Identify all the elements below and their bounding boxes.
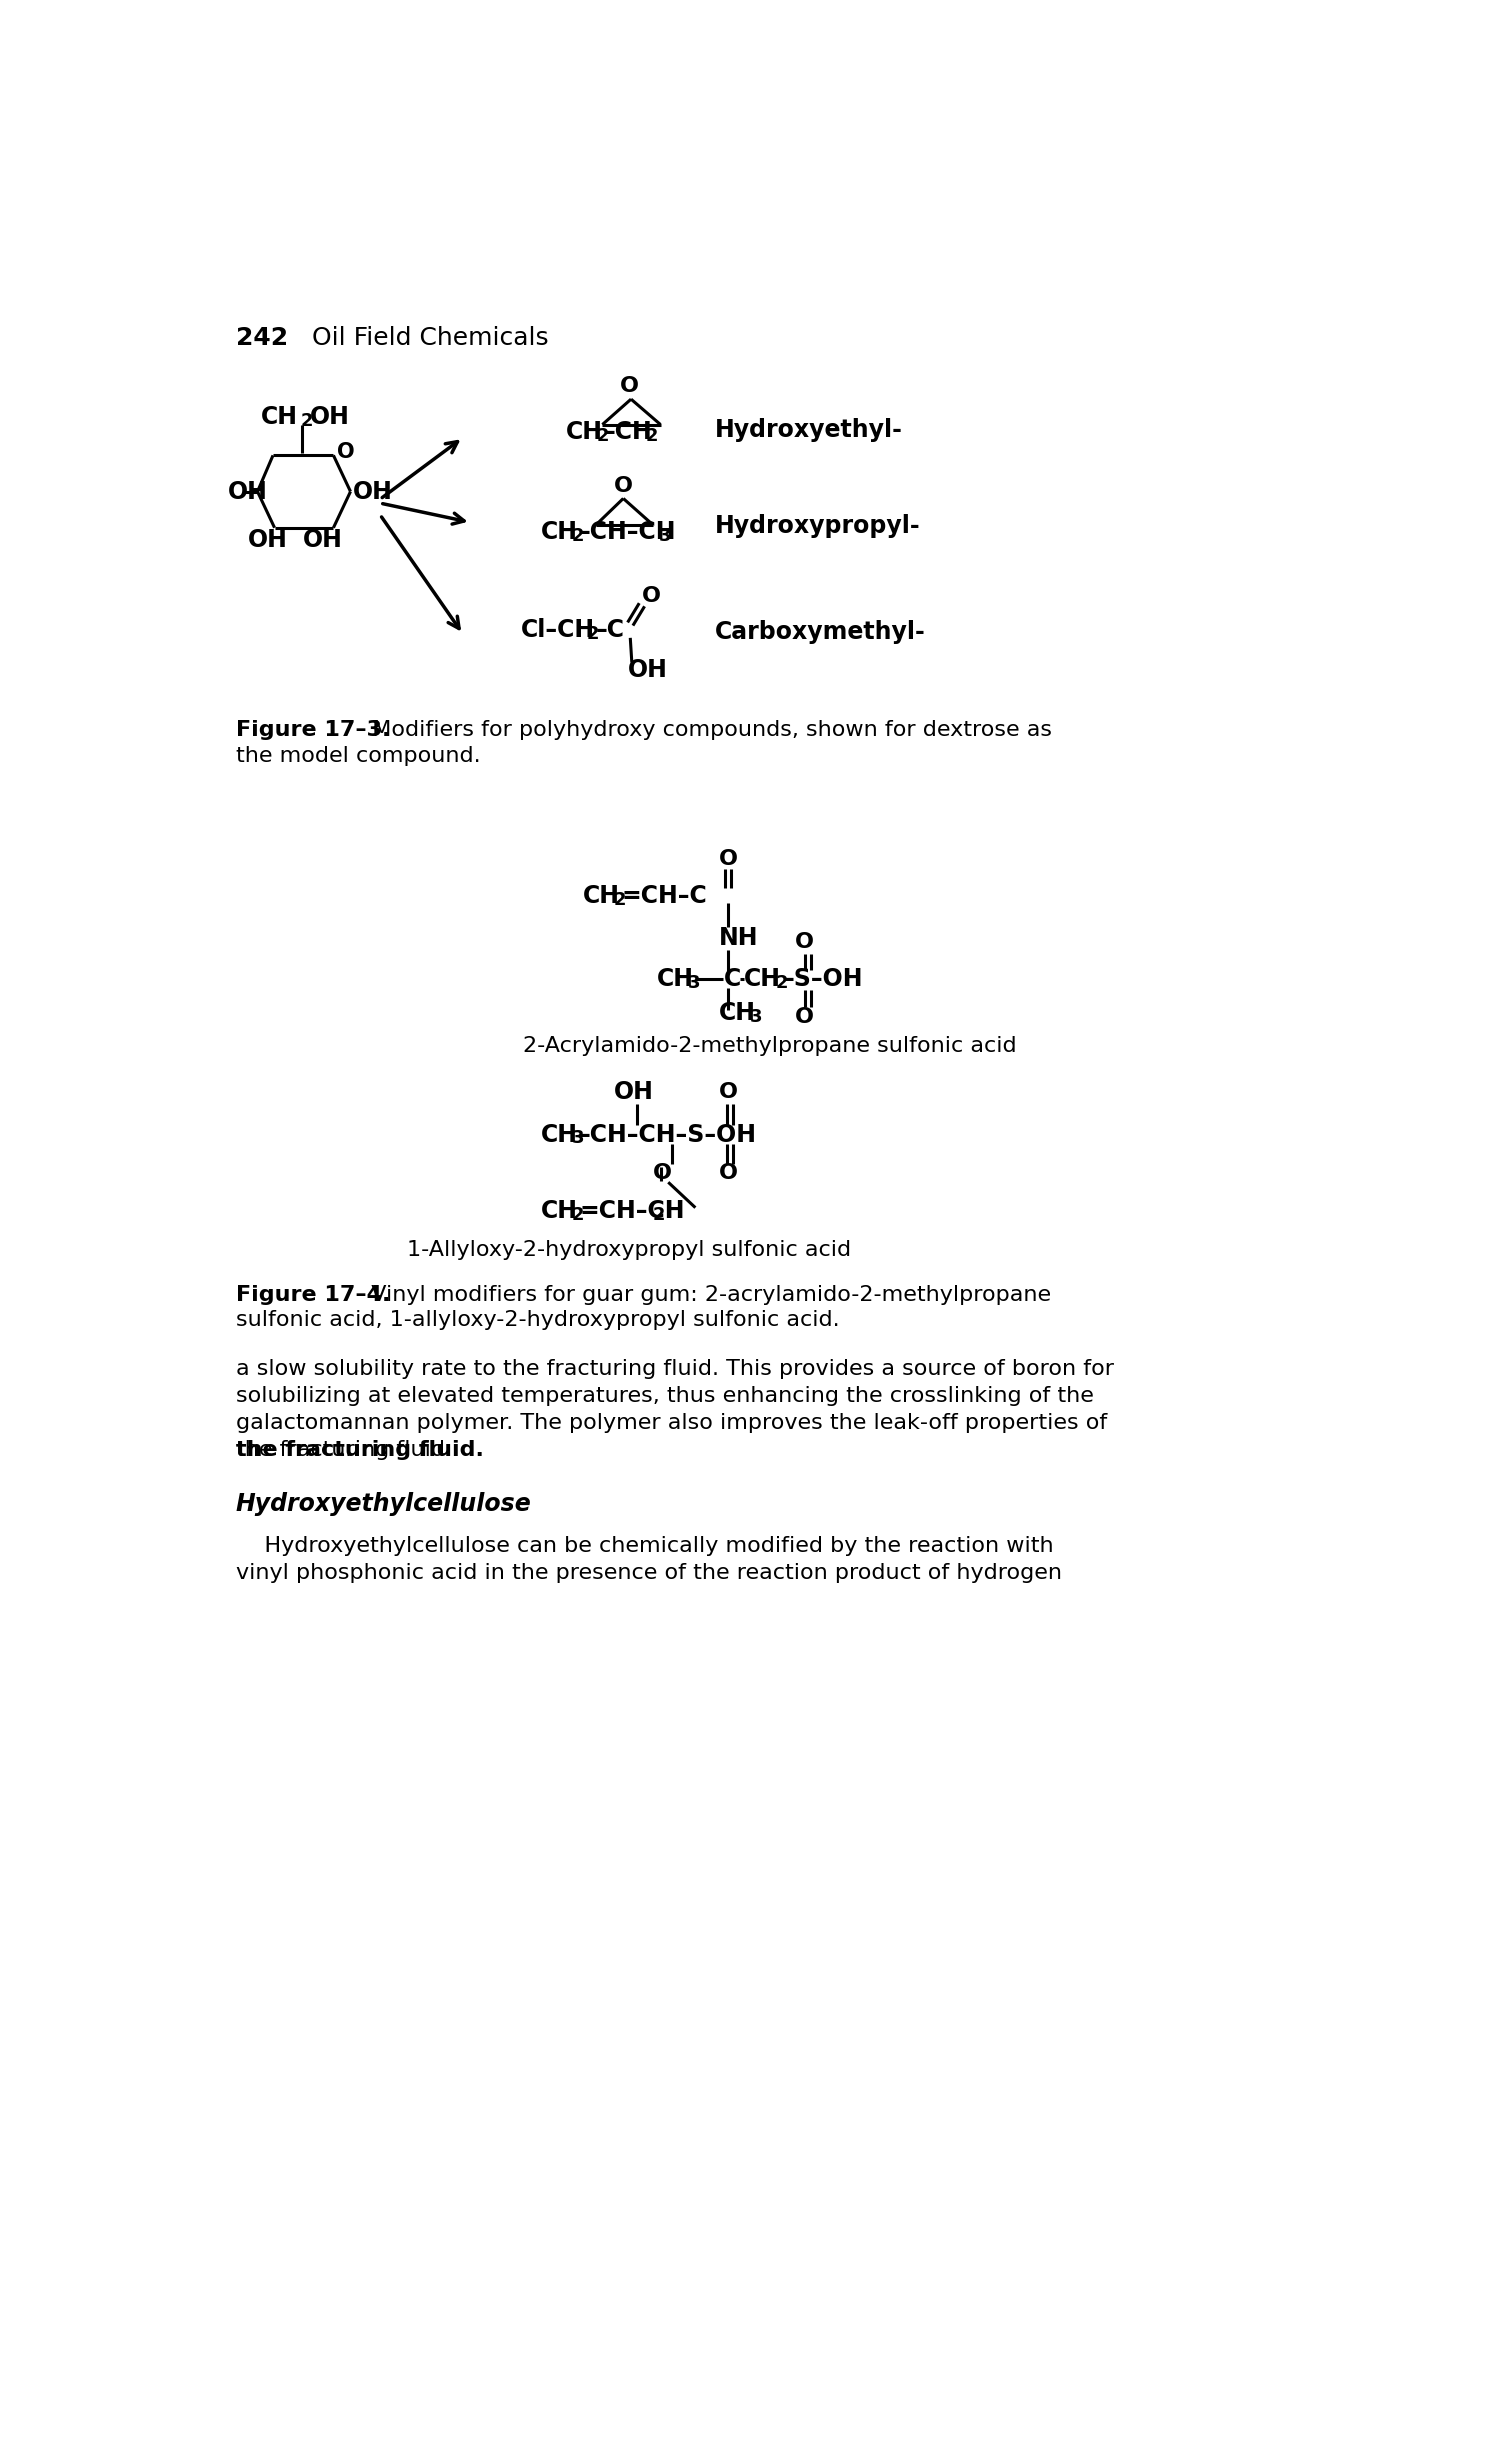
- Text: OH: OH: [248, 529, 288, 551]
- Text: OH: OH: [353, 480, 392, 504]
- Text: Carboxymethyl-: Carboxymethyl-: [715, 620, 925, 645]
- Text: O: O: [641, 585, 661, 605]
- Text: –CH–CH: –CH–CH: [580, 522, 676, 544]
- Text: OH: OH: [228, 480, 267, 504]
- Text: 2: 2: [596, 428, 610, 445]
- Text: OH: OH: [302, 529, 342, 551]
- Text: O: O: [336, 443, 354, 462]
- Text: –S–OH: –S–OH: [783, 967, 864, 991]
- Text: 2-Acrylamido-2-methylpropane sulfonic acid: 2-Acrylamido-2-methylpropane sulfonic ac…: [523, 1036, 1017, 1055]
- Text: CH: CH: [541, 1200, 577, 1223]
- Text: sulfonic acid, 1-allyloxy-2-hydroxypropyl sulfonic acid.: sulfonic acid, 1-allyloxy-2-hydroxypropy…: [236, 1311, 840, 1331]
- Text: 3: 3: [688, 974, 700, 991]
- Text: Hydroxypropyl-: Hydroxypropyl-: [715, 514, 921, 539]
- Text: vinyl phosphonic acid in the presence of the reaction product of hydrogen: vinyl phosphonic acid in the presence of…: [236, 1565, 1062, 1584]
- Text: CH: CH: [541, 1122, 577, 1146]
- Text: Hydroxyethylcellulose can be chemically modified by the reaction with: Hydroxyethylcellulose can be chemically …: [236, 1538, 1053, 1557]
- Text: 2: 2: [614, 891, 626, 908]
- Text: the fracturing fluid.: the fracturing fluid.: [236, 1439, 484, 1461]
- Text: Oil Field Chemicals: Oil Field Chemicals: [312, 325, 548, 349]
- Text: 2: 2: [653, 1205, 665, 1225]
- Text: Figure 17–4.: Figure 17–4.: [236, 1284, 391, 1304]
- Text: O: O: [718, 849, 737, 868]
- Text: 1-Allyloxy-2-hydroxypropyl sulfonic acid: 1-Allyloxy-2-hydroxypropyl sulfonic acid: [407, 1240, 852, 1260]
- Text: O: O: [795, 1009, 814, 1028]
- Text: Figure 17–3.: Figure 17–3.: [236, 721, 391, 740]
- Text: a slow solubility rate to the fracturing fluid. This provides a source of boron : a slow solubility rate to the fracturing…: [236, 1360, 1114, 1380]
- Text: CH: CH: [583, 883, 620, 908]
- Text: CH: CH: [718, 1001, 756, 1026]
- Text: –C: –C: [595, 617, 625, 642]
- Text: solubilizing at elevated temperatures, thus enhancing the crosslinking of the: solubilizing at elevated temperatures, t…: [236, 1387, 1093, 1407]
- Text: O: O: [620, 376, 638, 396]
- Text: Cl–CH: Cl–CH: [521, 617, 595, 642]
- Text: CH: CH: [566, 421, 602, 445]
- Text: O: O: [719, 1082, 737, 1102]
- Text: Modifiers for polyhydroxy compounds, shown for dextrose as: Modifiers for polyhydroxy compounds, sho…: [359, 721, 1053, 740]
- Text: OH: OH: [628, 659, 668, 681]
- Text: OH: OH: [613, 1080, 653, 1105]
- Text: the model compound.: the model compound.: [236, 745, 481, 765]
- Text: CH: CH: [261, 406, 299, 428]
- Text: CH: CH: [743, 967, 781, 991]
- Text: Hydroxyethylcellulose: Hydroxyethylcellulose: [236, 1493, 532, 1515]
- Text: 2: 2: [300, 411, 312, 430]
- Text: 2: 2: [646, 428, 658, 445]
- Text: O: O: [653, 1164, 673, 1183]
- Text: 3: 3: [749, 1009, 762, 1026]
- Text: –CH: –CH: [604, 421, 653, 445]
- Text: Hydroxyethyl-: Hydroxyethyl-: [715, 418, 903, 443]
- Text: 3: 3: [659, 526, 671, 546]
- Text: the fracturing fluid.: the fracturing fluid.: [236, 1439, 452, 1461]
- Text: CH: CH: [541, 522, 577, 544]
- Text: galactomannan polymer. The polymer also improves the leak-off properties of: galactomannan polymer. The polymer also …: [236, 1412, 1107, 1434]
- Text: CH: CH: [656, 967, 694, 991]
- Text: O: O: [719, 1164, 737, 1183]
- Text: Vinyl modifiers for guar gum: 2-acrylamido-2-methylpropane: Vinyl modifiers for guar gum: 2-acrylami…: [356, 1284, 1051, 1304]
- Text: =CH–CH: =CH–CH: [580, 1200, 685, 1223]
- Text: 2: 2: [775, 974, 787, 991]
- Text: C: C: [724, 967, 742, 991]
- Text: –CH–CH–S–OH: –CH–CH–S–OH: [580, 1122, 757, 1146]
- Text: =CH–C: =CH–C: [622, 883, 707, 908]
- Text: 242: 242: [236, 325, 288, 349]
- Text: 2: 2: [571, 1205, 584, 1225]
- Text: 2: 2: [571, 526, 584, 546]
- Text: 2: 2: [587, 625, 599, 642]
- Text: OH: OH: [309, 406, 350, 428]
- Text: 3: 3: [571, 1129, 584, 1146]
- Text: NH: NH: [718, 925, 759, 950]
- Text: O: O: [614, 477, 632, 497]
- Text: O: O: [795, 932, 814, 952]
